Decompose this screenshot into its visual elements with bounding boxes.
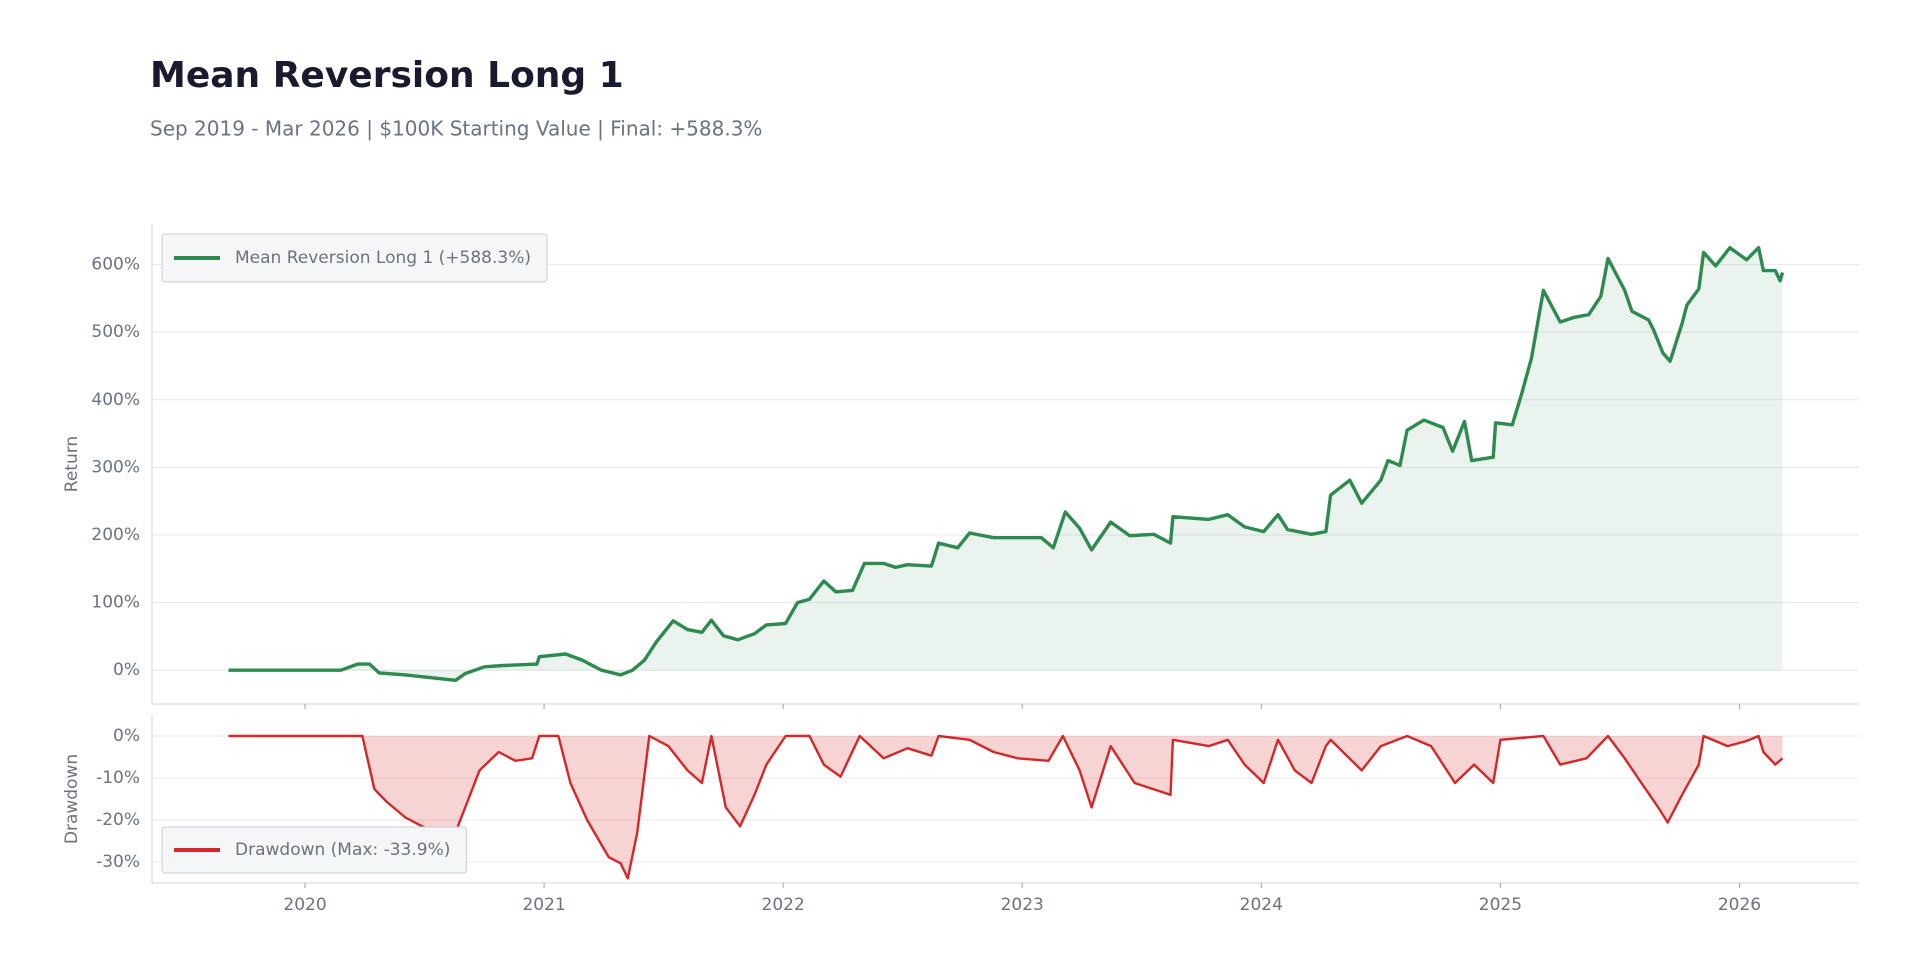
y-tick-label: 100% <box>91 593 140 613</box>
y-axis-label: Return <box>62 436 82 492</box>
x-tick-label: 2023 <box>1001 895 1044 915</box>
y-tick-label: -20% <box>96 810 140 830</box>
y-tick-label: 400% <box>91 390 140 410</box>
legend: Drawdown (Max: -33.9%) <box>161 826 467 874</box>
legend-box <box>161 233 548 283</box>
chart-subtitle: Sep 2019 - Mar 2026 | $100K Starting Val… <box>150 117 762 141</box>
series-line <box>228 246 1785 682</box>
legend-label: Mean Reversion Long 1 (+588.3%) <box>235 248 531 268</box>
x-tick-label: 2020 <box>283 895 326 915</box>
y-tick-label: 0% <box>113 660 140 680</box>
series-line <box>228 734 1784 880</box>
y-tick-label: 0% <box>113 726 140 746</box>
legend-box <box>161 826 467 874</box>
y-tick-label: 600% <box>91 255 140 275</box>
y-tick-label: 500% <box>91 322 140 342</box>
area-fill <box>228 247 1783 681</box>
y-tick-label: -30% <box>96 852 140 872</box>
x-tick-label: 2022 <box>762 895 805 915</box>
y-axis-label: Drawdown <box>62 754 82 844</box>
area-fill <box>228 736 1783 879</box>
legend-label: Drawdown (Max: -33.9%) <box>235 840 450 860</box>
y-tick-label: -10% <box>96 768 140 788</box>
y-tick-label: 200% <box>91 525 140 545</box>
legend: Mean Reversion Long 1 (+588.3%) <box>161 233 548 283</box>
x-tick-label: 2025 <box>1479 895 1522 915</box>
x-tick-label: 2026 <box>1718 895 1761 915</box>
y-tick-label: 300% <box>91 457 140 477</box>
x-tick-label: 2021 <box>522 895 565 915</box>
x-tick-label: 2024 <box>1240 895 1283 915</box>
chart-title: Mean Reversion Long 1 <box>150 55 624 96</box>
